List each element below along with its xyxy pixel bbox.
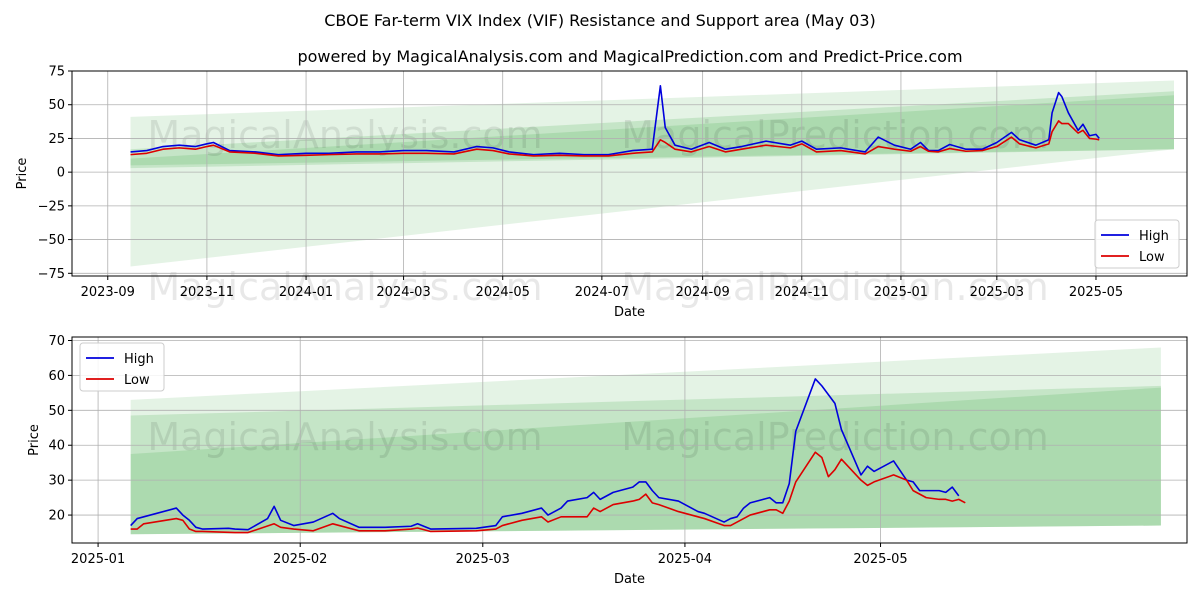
axes-frame xyxy=(71,336,1188,544)
series-line-low xyxy=(130,451,966,534)
x-tick-label: 2024-07 xyxy=(575,285,629,300)
legend-label-low: Low xyxy=(124,373,150,388)
x-tick-label: 2025-03 xyxy=(456,552,510,567)
x-tick-label: 2025-05 xyxy=(1069,285,1123,300)
x-tick-label: 2024-09 xyxy=(675,285,729,300)
band-area-2 xyxy=(130,385,1161,535)
watermark-text: MagicalAnalysis.com xyxy=(147,415,542,459)
x-tick-label: 2025-03 xyxy=(970,285,1024,300)
legend: High Low xyxy=(79,342,165,392)
band-area-1 xyxy=(130,347,1161,535)
watermark-text: MagicalAnalysis.com xyxy=(147,265,542,309)
y-tick-label: 50 xyxy=(48,98,65,113)
x-tick-label: 2024-05 xyxy=(476,285,530,300)
y-tick-label: 0 xyxy=(57,166,65,181)
x-axis-label: Date xyxy=(614,572,645,587)
band-area-3 xyxy=(130,387,1161,535)
x-tick-label: 2024-03 xyxy=(376,285,430,300)
y-axis-label: Price xyxy=(27,424,42,456)
y-tick-label: 70 xyxy=(48,334,65,349)
band-area-1 xyxy=(130,80,1174,267)
x-tick-label: 2025-01 xyxy=(874,285,928,300)
x-tick-label: 2024-01 xyxy=(279,285,333,300)
x-tick-label: 2025-04 xyxy=(658,552,712,567)
y-axis-label: Price xyxy=(15,158,30,190)
y-tick-label: −75 xyxy=(38,267,65,282)
x-tick-label: 2023-11 xyxy=(180,285,234,300)
y-tick-label: 30 xyxy=(48,474,65,489)
y-tick-label: −50 xyxy=(38,233,65,248)
series-line-high xyxy=(130,85,1100,156)
legend-box xyxy=(79,342,165,392)
y-tick-label: 75 xyxy=(48,65,65,80)
legend-label-high: High xyxy=(124,352,154,367)
panel-full-history: MagicalAnalysis.com MagicalPrediction.com… xyxy=(15,65,1188,320)
x-tick-label: 2025-01 xyxy=(71,552,125,567)
axes-frame xyxy=(71,70,1188,277)
y-tick-label: 20 xyxy=(48,509,65,524)
y-tick-label: 40 xyxy=(48,439,65,454)
legend: High Low xyxy=(1094,219,1180,269)
watermark-text: MagicalPrediction.com xyxy=(621,265,1049,309)
panel-recent: MagicalAnalysis.com MagicalPrediction.com… xyxy=(27,334,1188,587)
x-tick-label: 2025-02 xyxy=(273,552,327,567)
x-axis-label: Date xyxy=(614,305,645,320)
chart-subtitle: powered by MagicalAnalysis.com and Magic… xyxy=(297,47,962,66)
series-line-low xyxy=(130,120,1100,157)
legend-label-high: High xyxy=(1139,229,1169,244)
series-line-high xyxy=(130,378,960,531)
x-tick-label: 2024-11 xyxy=(775,285,829,300)
x-tick-label: 2025-05 xyxy=(853,552,907,567)
series-group xyxy=(130,85,1100,157)
band-group xyxy=(130,347,1161,535)
watermark-text: MagicalPrediction.com xyxy=(621,415,1049,459)
y-tick-label: −25 xyxy=(38,199,65,214)
legend-box xyxy=(1094,219,1180,269)
series-group xyxy=(130,378,966,534)
y-tick-label: 60 xyxy=(48,369,65,384)
chart-title: CBOE Far-term VIX Index (VIF) Resistance… xyxy=(324,11,876,30)
y-tick-label: 50 xyxy=(48,404,65,419)
y-tick-label: 25 xyxy=(48,132,65,147)
x-tick-label: 2023-09 xyxy=(81,285,135,300)
legend-label-low: Low xyxy=(1139,250,1165,265)
